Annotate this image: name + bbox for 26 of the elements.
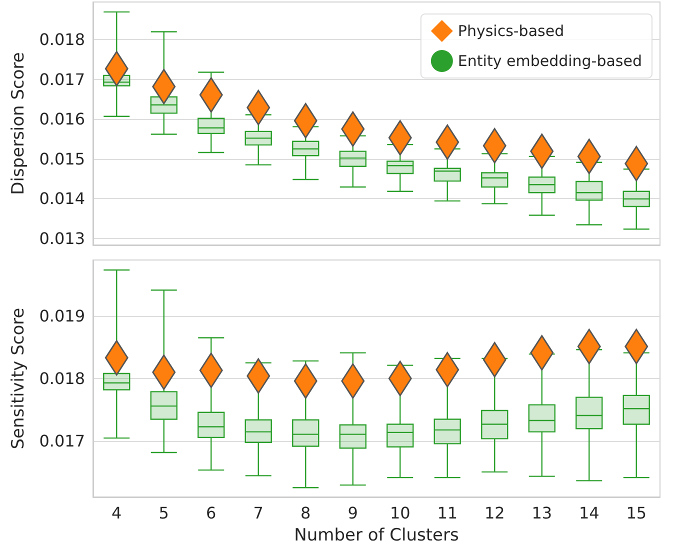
y-tick-label: 0.018 xyxy=(39,369,85,388)
y-tick-label: 0.015 xyxy=(39,149,85,168)
x-tick-label: 13 xyxy=(532,504,552,522)
x-tick-label: 5 xyxy=(158,504,169,522)
x-tick-label: 8 xyxy=(300,504,311,522)
x-tick-label: 12 xyxy=(484,504,505,522)
y-tick-label: 0.019 xyxy=(39,306,85,326)
y-tick-label: 0.013 xyxy=(39,228,85,248)
x-axis-title: Number of Clusters xyxy=(294,526,459,546)
y-axis-title: Sensitivity Score xyxy=(8,308,28,450)
x-tick-label: 15 xyxy=(626,504,647,522)
y-tick-label: 0.014 xyxy=(39,189,85,208)
legend-label: Physics-based xyxy=(458,22,564,40)
y-tick-label: 0.017 xyxy=(39,432,85,451)
y-tick-label: 0.018 xyxy=(39,30,85,50)
x-tick-label: 11 xyxy=(437,504,458,522)
y-axis-title: Dispersion Score xyxy=(8,52,28,195)
x-tick-label: 14 xyxy=(578,504,600,522)
y-tick-label: 0.016 xyxy=(39,110,85,129)
x-tick-label: 4 xyxy=(112,504,122,522)
x-tick-label: 6 xyxy=(206,504,216,522)
legend-label: Entity embedding-based xyxy=(458,52,642,70)
x-tick-label: 9 xyxy=(348,504,358,522)
x-tick-label: 7 xyxy=(253,504,264,522)
x-tick-label: 10 xyxy=(390,504,410,522)
y-tick-label: 0.017 xyxy=(39,70,85,89)
